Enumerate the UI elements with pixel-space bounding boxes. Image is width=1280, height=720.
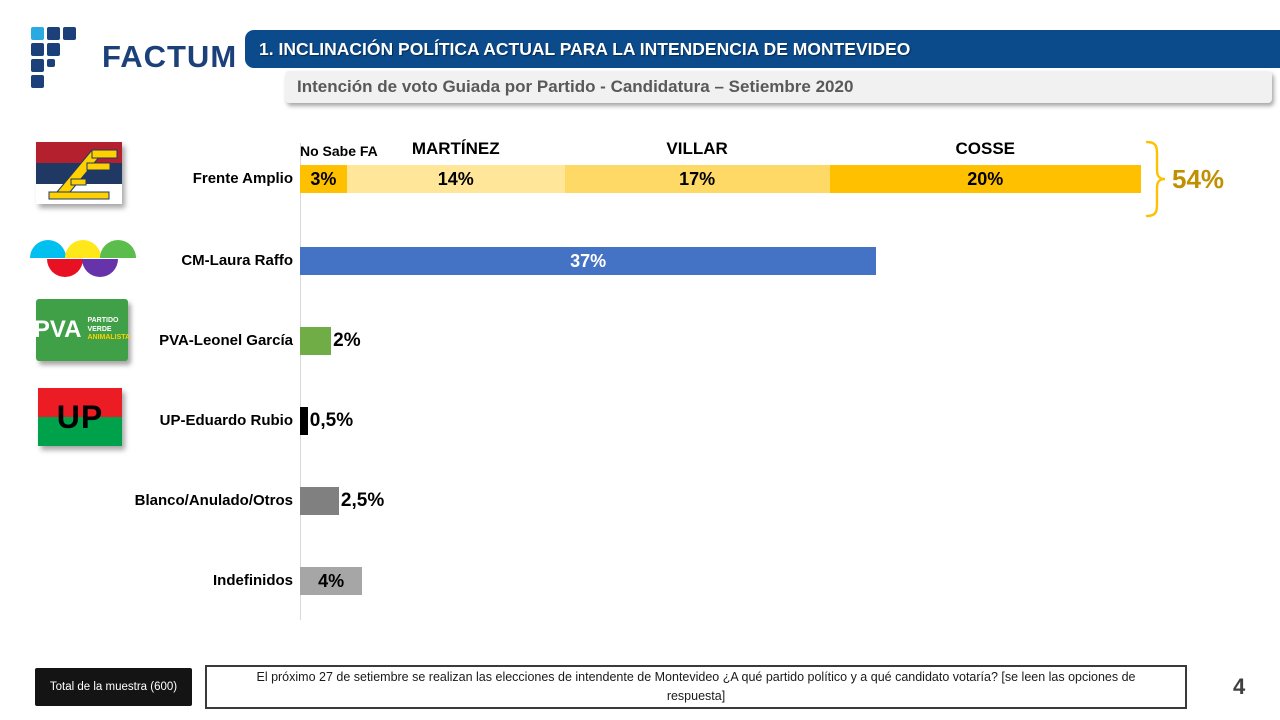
brand-name: FACTUM	[102, 39, 238, 74]
bar-value-blanco-anulado-otros: 2,5%	[340, 490, 385, 511]
sample-size-label: Total de la muestra (600)	[49, 681, 178, 693]
segment-header-villar: VILLAR	[666, 139, 728, 158]
title-banner: 1. INCLINACIÓN POLÍTICA ACTUAL PARA LA I…	[245, 30, 1280, 68]
total-bracket-frente-amplio	[1145, 140, 1166, 218]
bar-segment-no-sabe-fa: 3%	[300, 165, 347, 193]
row-label-frente-amplio: Frente Amplio	[192, 170, 293, 187]
unidad-popular-logo: UP	[38, 388, 122, 446]
page-number: 4	[1233, 674, 1246, 699]
pva-line-3: ANIMALISTA	[87, 334, 131, 342]
page-subtitle: Intención de voto Guiada por Partido - C…	[297, 77, 854, 96]
bar-segment-villar: 17%	[564, 165, 830, 193]
row-label-up-eduardo-rubio: UP-Eduardo Rubio	[159, 412, 293, 429]
up-abbr: UP	[56, 398, 104, 435]
segment-header-cosse: COSSE	[955, 139, 1016, 158]
pva-line-2: VERDE	[87, 325, 112, 333]
survey-question-box: El próximo 27 de setiembre se realizan l…	[205, 665, 1187, 709]
coalicion-multicolor-logo	[30, 240, 136, 277]
chart-baseline-axis	[300, 143, 301, 620]
pva-logo-text: PARTIDO VERDE ANIMALISTA	[87, 317, 130, 342]
total-value-frente-amplio: 54%	[1172, 164, 1225, 194]
frente-amplio-flag-logo	[36, 142, 122, 204]
bar-segment-blanco-anulado-otros	[300, 487, 339, 515]
bar-segment-martinez: 14%	[346, 165, 565, 193]
factum-pixel-icon	[31, 27, 76, 88]
row-label-blanco-anulado-otros: Blanco/Anulado/Otros	[134, 492, 293, 509]
row-label-indefinidos: Indefinidos	[213, 572, 293, 589]
page-title: 1. INCLINACIÓN POLÍTICA ACTUAL PARA LA I…	[259, 38, 911, 59]
partido-verde-animalista-logo: PVA PARTIDO VERDE ANIMALISTA	[33, 299, 130, 361]
bar-segment-indefinidos: 4%	[300, 567, 363, 595]
bar-value-pva-leonel-garcia: 2%	[333, 330, 361, 351]
row-label-cm-laura-raffo: CM-Laura Raffo	[181, 252, 293, 269]
bar-segment-cm-laura-raffo: 37%	[300, 247, 877, 275]
segment-header-martinez: MARTÍNEZ	[411, 139, 500, 158]
bar-segment-cosse: 20%	[829, 165, 1141, 193]
survey-question-text: El próximo 27 de setiembre se realizan l…	[256, 670, 1136, 703]
sample-size-box: Total de la muestra (600)	[35, 668, 192, 706]
factum-logo: FACTUM	[30, 24, 240, 90]
row-label-pva-leonel-garcia: PVA-Leonel García	[159, 332, 293, 349]
segment-header-no-sabe-fa: No Sabe FA	[300, 143, 378, 159]
bar-segment-up-eduardo-rubio	[300, 407, 308, 435]
bar-value-up-eduardo-rubio: 0,5%	[309, 410, 354, 431]
pva-line-1: PARTIDO	[87, 317, 119, 325]
pva-abbr: PVA	[33, 316, 82, 343]
subtitle-banner: Intención de voto Guiada por Partido - C…	[285, 71, 1272, 103]
bar-segment-pva-leonel-garcia	[300, 327, 332, 355]
